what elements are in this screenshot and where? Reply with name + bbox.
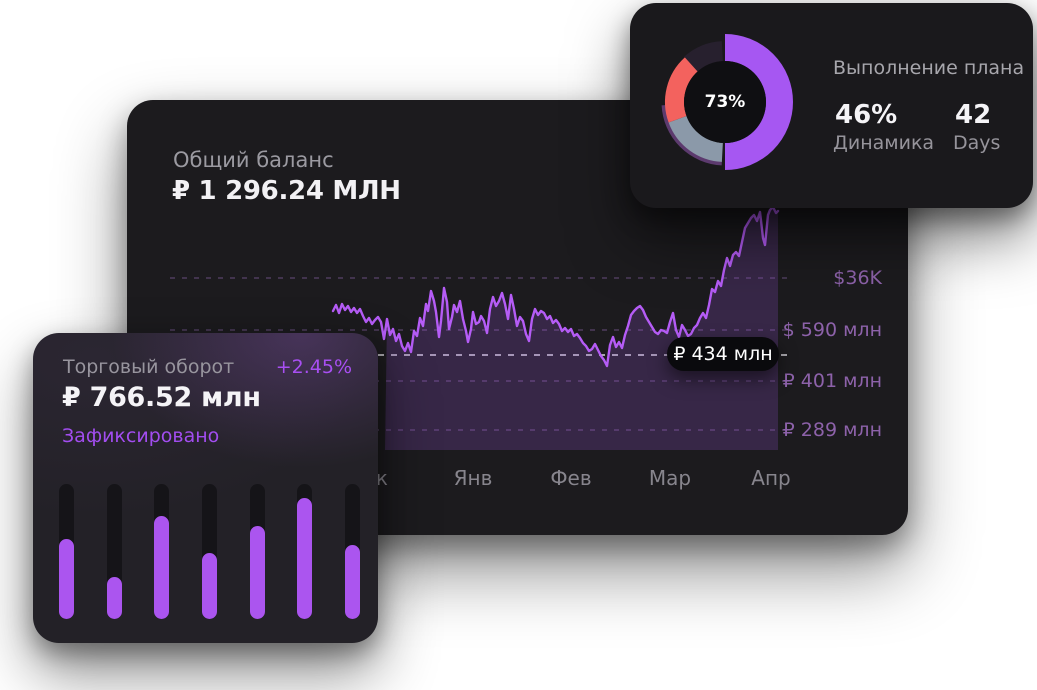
donut-center-disc [684, 61, 766, 143]
dynamics-stat-label: Динамика [833, 132, 935, 154]
turnover-bars [59, 484, 360, 619]
turnover-title: Торговый оборот [63, 356, 235, 378]
bar-fill [154, 516, 170, 619]
balance-value: ₽ 1 296.24 МЛН [172, 176, 401, 206]
turnover-card: Торговый оборот +2.45% ₽ 766.52 млн Зафи… [33, 333, 378, 643]
bar-track [344, 484, 360, 619]
underlay-arc [661, 105, 722, 166]
turnover-status: Зафиксировано [62, 425, 220, 447]
bar-fill [297, 497, 313, 619]
plan-card-title: Выполнение плана [833, 57, 1025, 79]
slate-arc [668, 115, 724, 162]
days-stat-label: Days [953, 132, 1001, 154]
bar-fill [201, 552, 217, 619]
bar-track [297, 484, 313, 619]
plan-donut-chart [661, 34, 793, 170]
donut-center-label: 73% [704, 92, 746, 112]
plan-card: 73% Выполнение плана 46% Динамика 42 Day… [630, 3, 1033, 208]
days-stat-value: 42 [955, 100, 992, 130]
bar-fill [249, 525, 265, 619]
red-arc [665, 57, 698, 123]
bar-fill [59, 539, 74, 619]
turnover-change-badge: +2.45% [275, 356, 352, 378]
bar-track [154, 484, 170, 619]
chart-value-tooltip: ₽ 434 млн [667, 337, 779, 371]
turnover-value: ₽ 766.52 млн [62, 382, 261, 413]
bar-track [249, 484, 265, 619]
bar-track [59, 484, 74, 619]
completed-arc [724, 34, 793, 170]
tooltip-text: ₽ 434 млн [673, 343, 773, 365]
bar-fill [344, 544, 360, 619]
bar-track [201, 484, 217, 619]
bar-track [106, 484, 122, 619]
balance-label: Общий баланс [173, 148, 334, 172]
bar-fill [106, 577, 122, 619]
dynamics-stat-value: 46% [835, 100, 898, 130]
remainder-arc [684, 41, 724, 72]
